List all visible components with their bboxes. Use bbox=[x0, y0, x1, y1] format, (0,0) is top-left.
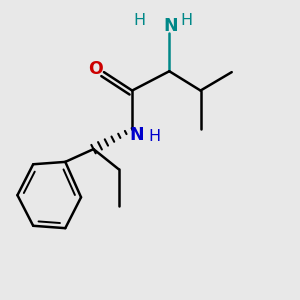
Text: H: H bbox=[133, 13, 145, 28]
Text: H: H bbox=[181, 13, 193, 28]
Text: H: H bbox=[148, 129, 160, 144]
Text: O: O bbox=[88, 60, 103, 78]
Text: N: N bbox=[163, 17, 178, 35]
Text: N: N bbox=[129, 125, 144, 143]
